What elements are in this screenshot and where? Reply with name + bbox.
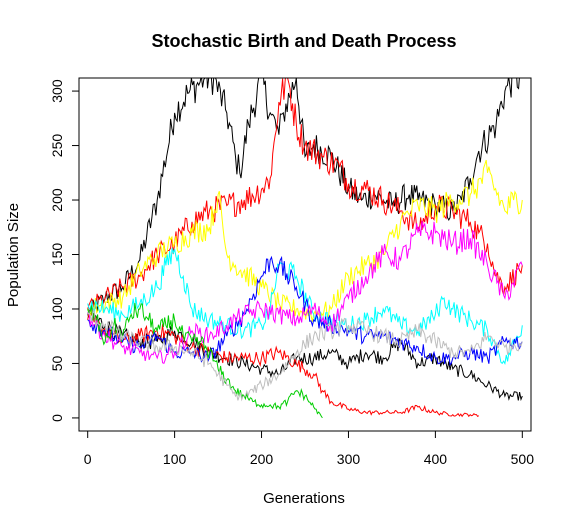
y-axis-label: Population Size <box>5 203 22 307</box>
series-line-10 <box>87 309 523 402</box>
x-tick-label: 100 <box>163 451 187 467</box>
x-tick-label: 200 <box>250 451 274 467</box>
x-tick-label: 500 <box>511 451 535 467</box>
y-axis: 0 50 100 150 200 250 300 <box>49 79 80 422</box>
y-tick-label: 50 <box>49 355 65 371</box>
x-tick-label: 0 <box>84 451 92 467</box>
x-axis-label: Generations <box>263 490 345 507</box>
y-tick-label: 200 <box>49 188 65 212</box>
series-line-1 <box>87 78 523 316</box>
x-tick-label: 400 <box>424 451 448 467</box>
series-line-8 <box>87 220 523 364</box>
series-line-3 <box>87 78 523 310</box>
y-tick-label: 100 <box>49 297 65 321</box>
series-line-2 <box>87 307 523 402</box>
x-tick-label: 300 <box>337 451 361 467</box>
series-line-4 <box>87 311 480 418</box>
plot-frame <box>78 77 532 432</box>
y-tick-label: 250 <box>49 134 65 158</box>
series-line-9 <box>87 302 323 419</box>
chart-title: Stochastic Birth and Death Process <box>151 31 456 51</box>
x-axis: 0 100 200 300 400 500 <box>84 430 535 467</box>
y-tick-label: 150 <box>49 243 65 267</box>
series-layer <box>87 78 523 419</box>
y-tick-label: 300 <box>49 79 65 103</box>
y-tick-label: 0 <box>49 414 65 422</box>
